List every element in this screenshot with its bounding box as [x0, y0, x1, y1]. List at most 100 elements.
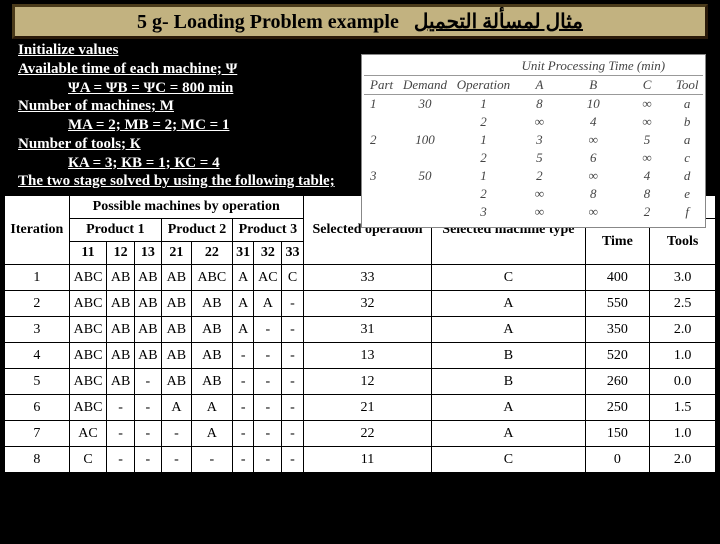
- unit-cell: [398, 185, 452, 203]
- unit-cell: 8: [515, 95, 564, 114]
- table-cell: 13: [303, 343, 431, 369]
- table-cell: 1.0: [650, 421, 716, 447]
- table-cell: 1.0: [650, 343, 716, 369]
- unit-cell: 3: [452, 203, 515, 221]
- unit-cell: 2: [364, 131, 398, 149]
- table-cell: 4: [5, 343, 70, 369]
- table-row: 6ABC--AA---21A2501.5: [5, 395, 716, 421]
- table-cell: B: [432, 369, 585, 395]
- th-product1: Product 1: [69, 219, 161, 242]
- unit-cell: ∞: [564, 167, 623, 185]
- table-cell: 400: [585, 265, 650, 291]
- unit-cell: e: [671, 185, 703, 203]
- unit-cell: c: [671, 149, 703, 167]
- table-row: 7AC---A---22A1501.0: [5, 421, 716, 447]
- table-cell: AB: [162, 265, 192, 291]
- unit-cell: 2: [623, 203, 672, 221]
- table-cell: 520: [585, 343, 650, 369]
- unit-cell: 1: [364, 95, 398, 114]
- unit-cell: 4: [623, 167, 672, 185]
- table-cell: A: [432, 317, 585, 343]
- table-cell: 0: [585, 447, 650, 473]
- th-iteration: Iteration: [5, 196, 70, 265]
- unit-cell: 8: [564, 185, 623, 203]
- th-product3: Product 3: [232, 219, 303, 242]
- table-cell: AB: [134, 317, 161, 343]
- table-cell: ABC: [69, 265, 107, 291]
- table-cell: AB: [162, 369, 192, 395]
- table-cell: 21: [303, 395, 431, 421]
- table-cell: A: [191, 395, 232, 421]
- table-row: 3ABCABABABABA--31A3502.0: [5, 317, 716, 343]
- init-available: Available time of each machine; Ψ: [18, 60, 360, 79]
- iteration-table: Iteration Possible machines by operation…: [4, 195, 716, 473]
- table-cell: 2.0: [650, 317, 716, 343]
- table-cell: 32: [303, 291, 431, 317]
- unit-th: Tool: [671, 76, 703, 95]
- th-opcode: 21: [162, 242, 192, 265]
- unit-cell: 2: [452, 185, 515, 203]
- unit-cell: [364, 149, 398, 167]
- table-cell: A: [432, 421, 585, 447]
- table-cell: A: [232, 265, 254, 291]
- table-cell: -: [232, 369, 254, 395]
- table-cell: 33: [303, 265, 431, 291]
- table-cell: 3.0: [650, 265, 716, 291]
- table-cell: -: [232, 343, 254, 369]
- table-cell: B: [432, 343, 585, 369]
- th-opcode: 31: [232, 242, 254, 265]
- init-psi: ΨA = ΨB = ΨC = 800 min: [68, 80, 233, 96]
- table-cell: A: [254, 291, 282, 317]
- unit-th: B: [564, 76, 623, 95]
- unit-cell: ∞: [623, 113, 672, 131]
- th-opcode: 32: [254, 242, 282, 265]
- unit-cell: 1: [452, 95, 515, 114]
- unit-cell: 1: [452, 131, 515, 149]
- table-cell: 2.5: [650, 291, 716, 317]
- unit-cell: ∞: [623, 95, 672, 114]
- table-cell: AB: [162, 291, 192, 317]
- unit-row: 2∞4∞b: [364, 113, 703, 131]
- table-row: 2ABCABABABABAA-32A5502.5: [5, 291, 716, 317]
- table-cell: 150: [585, 421, 650, 447]
- table-cell: -: [162, 421, 192, 447]
- table-cell: -: [107, 447, 134, 473]
- table-cell: A: [162, 395, 192, 421]
- table-cell: -: [191, 447, 232, 473]
- table-cell: -: [282, 369, 304, 395]
- table-cell: -: [134, 447, 161, 473]
- table-cell: -: [254, 421, 282, 447]
- unit-row: 35012∞4d: [364, 167, 703, 185]
- unit-cell: b: [671, 113, 703, 131]
- th-product2: Product 2: [162, 219, 233, 242]
- table-cell: -: [232, 447, 254, 473]
- table-cell: -: [254, 317, 282, 343]
- unit-cell: 8: [623, 185, 672, 203]
- table-cell: 8: [5, 447, 70, 473]
- table-cell: C: [69, 447, 107, 473]
- unit-cell: a: [671, 95, 703, 114]
- table-cell: AB: [191, 317, 232, 343]
- title-left: 5 g- Loading Problem example: [137, 11, 399, 33]
- table-cell: -: [282, 447, 304, 473]
- table-cell: AB: [134, 291, 161, 317]
- table-cell: 550: [585, 291, 650, 317]
- table-cell: 0.0: [650, 369, 716, 395]
- unit-cell: ∞: [515, 185, 564, 203]
- unit-cell: 2: [452, 113, 515, 131]
- table-cell: 1.5: [650, 395, 716, 421]
- table-cell: A: [232, 291, 254, 317]
- unit-cell: [364, 113, 398, 131]
- unit-processing-panel: Unit Processing Time (min) Part Demand O…: [361, 54, 706, 228]
- table-row: 1ABCABABABABCAACC33C4003.0: [5, 265, 716, 291]
- table-cell: A: [232, 317, 254, 343]
- table-cell: 12: [303, 369, 431, 395]
- unit-row: 256∞c: [364, 149, 703, 167]
- unit-cell: [398, 113, 452, 131]
- table-cell: AB: [191, 343, 232, 369]
- table-cell: 7: [5, 421, 70, 447]
- table-cell: -: [282, 395, 304, 421]
- table-cell: 3: [5, 317, 70, 343]
- table-cell: -: [232, 395, 254, 421]
- unit-cell: ∞: [564, 131, 623, 149]
